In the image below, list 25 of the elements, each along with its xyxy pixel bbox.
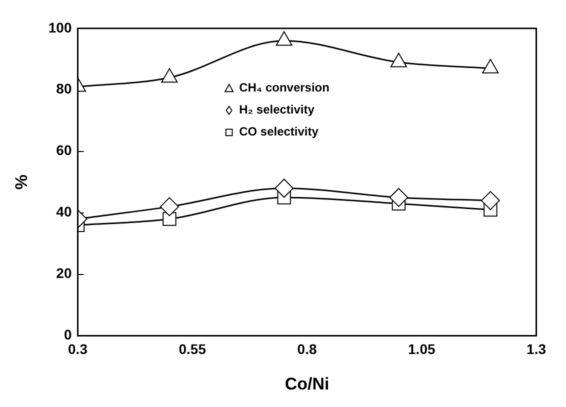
point [162, 212, 176, 226]
x-tick-label: 1.3 [526, 341, 546, 358]
x-axis-title: Co/Ni [284, 374, 330, 394]
point [161, 68, 178, 83]
y-tick-label: 100 [48, 19, 72, 36]
x-tick-label: 0.55 [178, 341, 206, 358]
x-tick-label: 0.3 [68, 341, 88, 358]
point [160, 197, 179, 216]
y-tick-label: 60 [56, 142, 72, 158]
point [389, 188, 408, 207]
y-tick-label: 40 [56, 204, 72, 220]
y-axis-title: % [12, 174, 31, 190]
x-tick-label: 0.8 [297, 341, 317, 358]
legend-label: CO selectivity [239, 124, 319, 139]
point [482, 58, 499, 74]
point [390, 52, 408, 68]
x-tick-label: 1.05 [408, 341, 436, 358]
point [274, 178, 294, 198]
legend-label: H₂ selectivity [239, 102, 315, 117]
y-tick-label: 20 [56, 265, 72, 282]
legend-label: CH₄ conversion [239, 80, 330, 95]
point [276, 31, 292, 46]
y-tick-label: 80 [56, 80, 72, 97]
point [480, 191, 500, 210]
y-tick-label: 0 [64, 326, 72, 343]
